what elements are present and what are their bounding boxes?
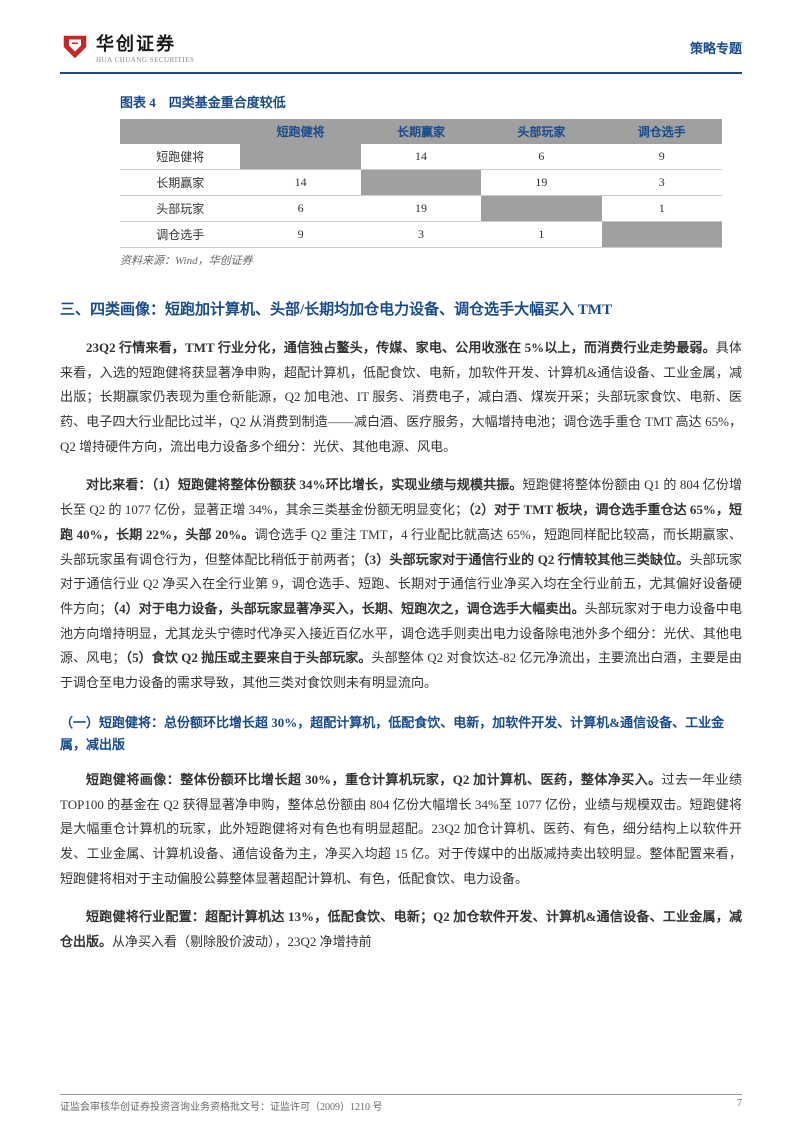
table-title: 图表 4 四类基金重合度较低	[120, 92, 722, 111]
table-cell: 19	[361, 196, 481, 222]
table-cell: 9	[602, 144, 722, 170]
para-bold: （4）对于电力设备，头部玩家显著净买入，长期、短跑次之，调仓选手大幅卖出。	[112, 601, 584, 616]
para-text: 从净买入看（剔除股价波动），23Q2 净增持前	[112, 934, 372, 949]
table-cell	[361, 170, 481, 196]
table-row-label: 长期赢家	[120, 170, 240, 196]
table-header: 短跑健将	[240, 119, 360, 144]
table-cell	[481, 196, 601, 222]
para-bold: 短跑健将画像：整体份额环比增长超 30%，重仓计算机玩家，Q2 加计算机、医药，…	[86, 772, 662, 787]
table-cell: 3	[361, 222, 481, 248]
table-cell	[602, 222, 722, 248]
table-row-label: 头部玩家	[120, 196, 240, 222]
table-header: 调仓选手	[602, 119, 722, 144]
para-bold: （5）食饮 Q2 抛压或主要来自于头部玩家。	[125, 650, 371, 665]
table-cell	[240, 144, 360, 170]
company-logo-icon	[60, 32, 90, 62]
overlap-table: 短跑健将 长期赢家 头部玩家 调仓选手 短跑健将1469长期赢家14193头部玩…	[120, 119, 722, 248]
table-cell: 1	[602, 196, 722, 222]
para-text: 过去一年业绩 TOP100 的基金在 Q2 获得显著净申购，整体总份额由 804…	[60, 772, 742, 886]
section-heading: 三、四类画像：短跑加计算机、头部/长期均加仓电力设备、调仓选手大幅买入 TMT	[60, 298, 742, 322]
paragraph-3: 短跑健将画像：整体份额环比增长超 30%，重仓计算机玩家，Q2 加计算机、医药，…	[60, 768, 742, 891]
table-cell: 6	[240, 196, 360, 222]
paragraph-4: 短跑健将行业配置：超配计算机达 13%，低配食饮、电新；Q2 加仓软件开发、计算…	[60, 905, 742, 954]
table-row-label: 短跑健将	[120, 144, 240, 170]
sub-heading: （一）短跑健将：总份额环比增长超 30%，超配计算机，低配食饮、电新，加软件开发…	[60, 712, 742, 756]
para-bold: （3）头部玩家对于通信行业的 Q2 行情较其他三类缺位。	[363, 552, 690, 567]
logo-text-en: HUA CHUANG SECURITIES	[96, 56, 194, 64]
page-number: 7	[737, 1098, 742, 1113]
document-category: 策略专题	[690, 38, 742, 57]
para-bold: 对比来看：（1）短跑健将整体份额获 34%环比增长，实现业绩与规模共振。	[86, 477, 523, 492]
logo: 华创证券 HUA CHUANG SECURITIES	[60, 30, 194, 64]
table-cell: 14	[240, 170, 360, 196]
table-cell: 9	[240, 222, 360, 248]
table-header: 长期赢家	[361, 119, 481, 144]
table-row-label: 调仓选手	[120, 222, 240, 248]
table-cell: 6	[481, 144, 601, 170]
table-cell: 19	[481, 170, 601, 196]
table-cell: 1	[481, 222, 601, 248]
paragraph-1: 23Q2 行情来看，TMT 行业分化，通信独占鳌头，传媒、家电、公用收涨在 5%…	[60, 336, 742, 459]
table-cell: 14	[361, 144, 481, 170]
page-footer: 证监会审核华创证券投资咨询业务资格批文号：证监许可（2009）1210 号 7	[60, 1094, 742, 1113]
logo-text-cn: 华创证券	[96, 30, 194, 56]
table-cell: 3	[602, 170, 722, 196]
para-text: 具体来看，入选的短跑健将获显著净申购，超配计算机，低配食饮、电新，加软件开发、计…	[60, 340, 742, 454]
footer-license: 证监会审核华创证券投资咨询业务资格批文号：证监许可（2009）1210 号	[60, 1098, 383, 1113]
paragraph-2: 对比来看：（1）短跑健将整体份额获 34%环比增长，实现业绩与规模共振。短跑健将…	[60, 473, 742, 695]
table-header-empty	[120, 119, 240, 144]
para-bold: 23Q2 行情来看，TMT 行业分化，通信独占鳌头，传媒、家电、公用收涨在 5%…	[86, 340, 716, 355]
table-section: 图表 4 四类基金重合度较低 短跑健将 长期赢家 头部玩家 调仓选手 短跑健将1…	[120, 92, 722, 268]
page-header: 华创证券 HUA CHUANG SECURITIES 策略专题	[60, 30, 742, 74]
table-source: 资料来源：Wind，华创证券	[120, 252, 722, 268]
table-header: 头部玩家	[481, 119, 601, 144]
